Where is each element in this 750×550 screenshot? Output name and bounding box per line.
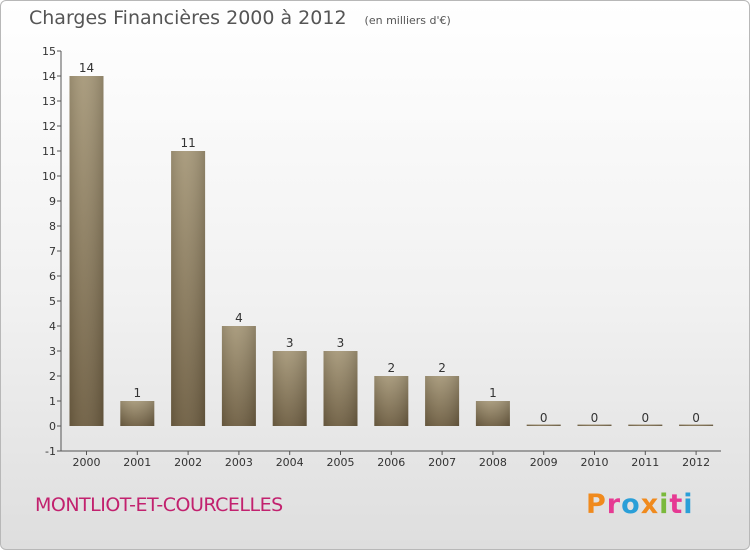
chart-title: Charges Financières 2000 à 2012 (29, 7, 347, 29)
x-tick-label: 2001 (123, 456, 151, 469)
bar-value-label: 11 (180, 136, 195, 150)
bar-shade-2008 (475, 401, 510, 426)
bar-shade-2012 (679, 424, 714, 426)
bar-shade-2002 (171, 151, 206, 426)
x-tick-label: 2000 (73, 456, 101, 469)
bar-value-label: 14 (79, 61, 94, 75)
x-tick-label: 2004 (276, 456, 304, 469)
y-tick-label: 4 (49, 320, 56, 333)
bar-value-label: 0 (641, 411, 649, 425)
y-tick-label: 10 (42, 170, 56, 183)
x-axis: 2000 2001 2002 2003 2004 2005 2006 2007 2008 2009… (61, 450, 721, 469)
bar-shade-2003 (221, 326, 256, 426)
x-tick-label: 2005 (327, 456, 355, 469)
x-tick-label: 2006 (377, 456, 405, 469)
x-tick-label: 2003 (225, 456, 253, 469)
bar-shade-2004 (272, 351, 307, 426)
y-tick-label: 0 (49, 420, 56, 433)
bar-shade-2005 (323, 351, 358, 426)
x-tick-label: 2008 (479, 456, 507, 469)
x-tick-label: 2009 (530, 456, 558, 469)
logo-letter: t (669, 489, 684, 520)
logo-letter: i (683, 489, 694, 520)
y-tick-label: 15 (42, 45, 56, 58)
y-tick-label: 12 (42, 120, 56, 133)
bar-shade-2001 (120, 401, 155, 426)
x-tick-label: 2011 (631, 456, 659, 469)
x-tick-label: 2010 (581, 456, 609, 469)
y-tick-label: 8 (49, 220, 56, 233)
logo-letter: i (659, 489, 670, 520)
y-tick-label: 3 (49, 345, 56, 358)
bar-shade-2000 (69, 76, 104, 426)
y-tick-label: 14 (42, 70, 56, 83)
bar-value-label: 1 (489, 386, 497, 400)
bar-value-label: 0 (692, 411, 700, 425)
y-tick-label: 7 (49, 245, 56, 258)
x-tick-label: 2012 (682, 456, 710, 469)
commune-name: MONTLIOT-ET-COURCELLES (35, 494, 283, 516)
bar-value-label: 4 (235, 311, 243, 325)
logo-letter: o (621, 489, 641, 520)
x-tick-label: 2002 (174, 456, 202, 469)
bar-shade-2010 (577, 424, 612, 426)
bar-value-label: 3 (337, 336, 345, 350)
y-tick-label: 6 (49, 270, 56, 283)
bar-value-label: 3 (286, 336, 294, 350)
y-tick-label: 5 (49, 295, 56, 308)
y-tick-label: 9 (49, 195, 56, 208)
x-tick-label: 2007 (428, 456, 456, 469)
logo-letter: r (606, 489, 622, 520)
bar-value-label: 0 (591, 411, 599, 425)
title-row: Charges Financières 2000 à 2012 (en mill… (29, 7, 451, 29)
bar-shade-2009 (526, 424, 561, 426)
y-tick-label: -1 (45, 445, 56, 458)
proxiti-logo[interactable]: Proxiti (586, 489, 694, 520)
bar-value-label: 0 (540, 411, 548, 425)
bar-shade-2011 (628, 424, 663, 426)
bars (69, 76, 714, 426)
bar-shade-2006 (374, 376, 409, 426)
logo-letter: P (586, 489, 607, 520)
bar-value-label: 2 (387, 361, 395, 375)
bar-shade-2007 (425, 376, 460, 426)
y-tick-label: 1 (49, 395, 56, 408)
logo-letter: x (640, 489, 660, 520)
bar-value-label: 1 (133, 386, 141, 400)
y-tick-label: 11 (42, 145, 56, 158)
bar-value-label: 2 (438, 361, 446, 375)
y-tick-label: 2 (49, 370, 56, 383)
y-tick-label: 13 (42, 95, 56, 108)
chart-unit-subtitle: (en milliers d'€) (364, 14, 451, 27)
